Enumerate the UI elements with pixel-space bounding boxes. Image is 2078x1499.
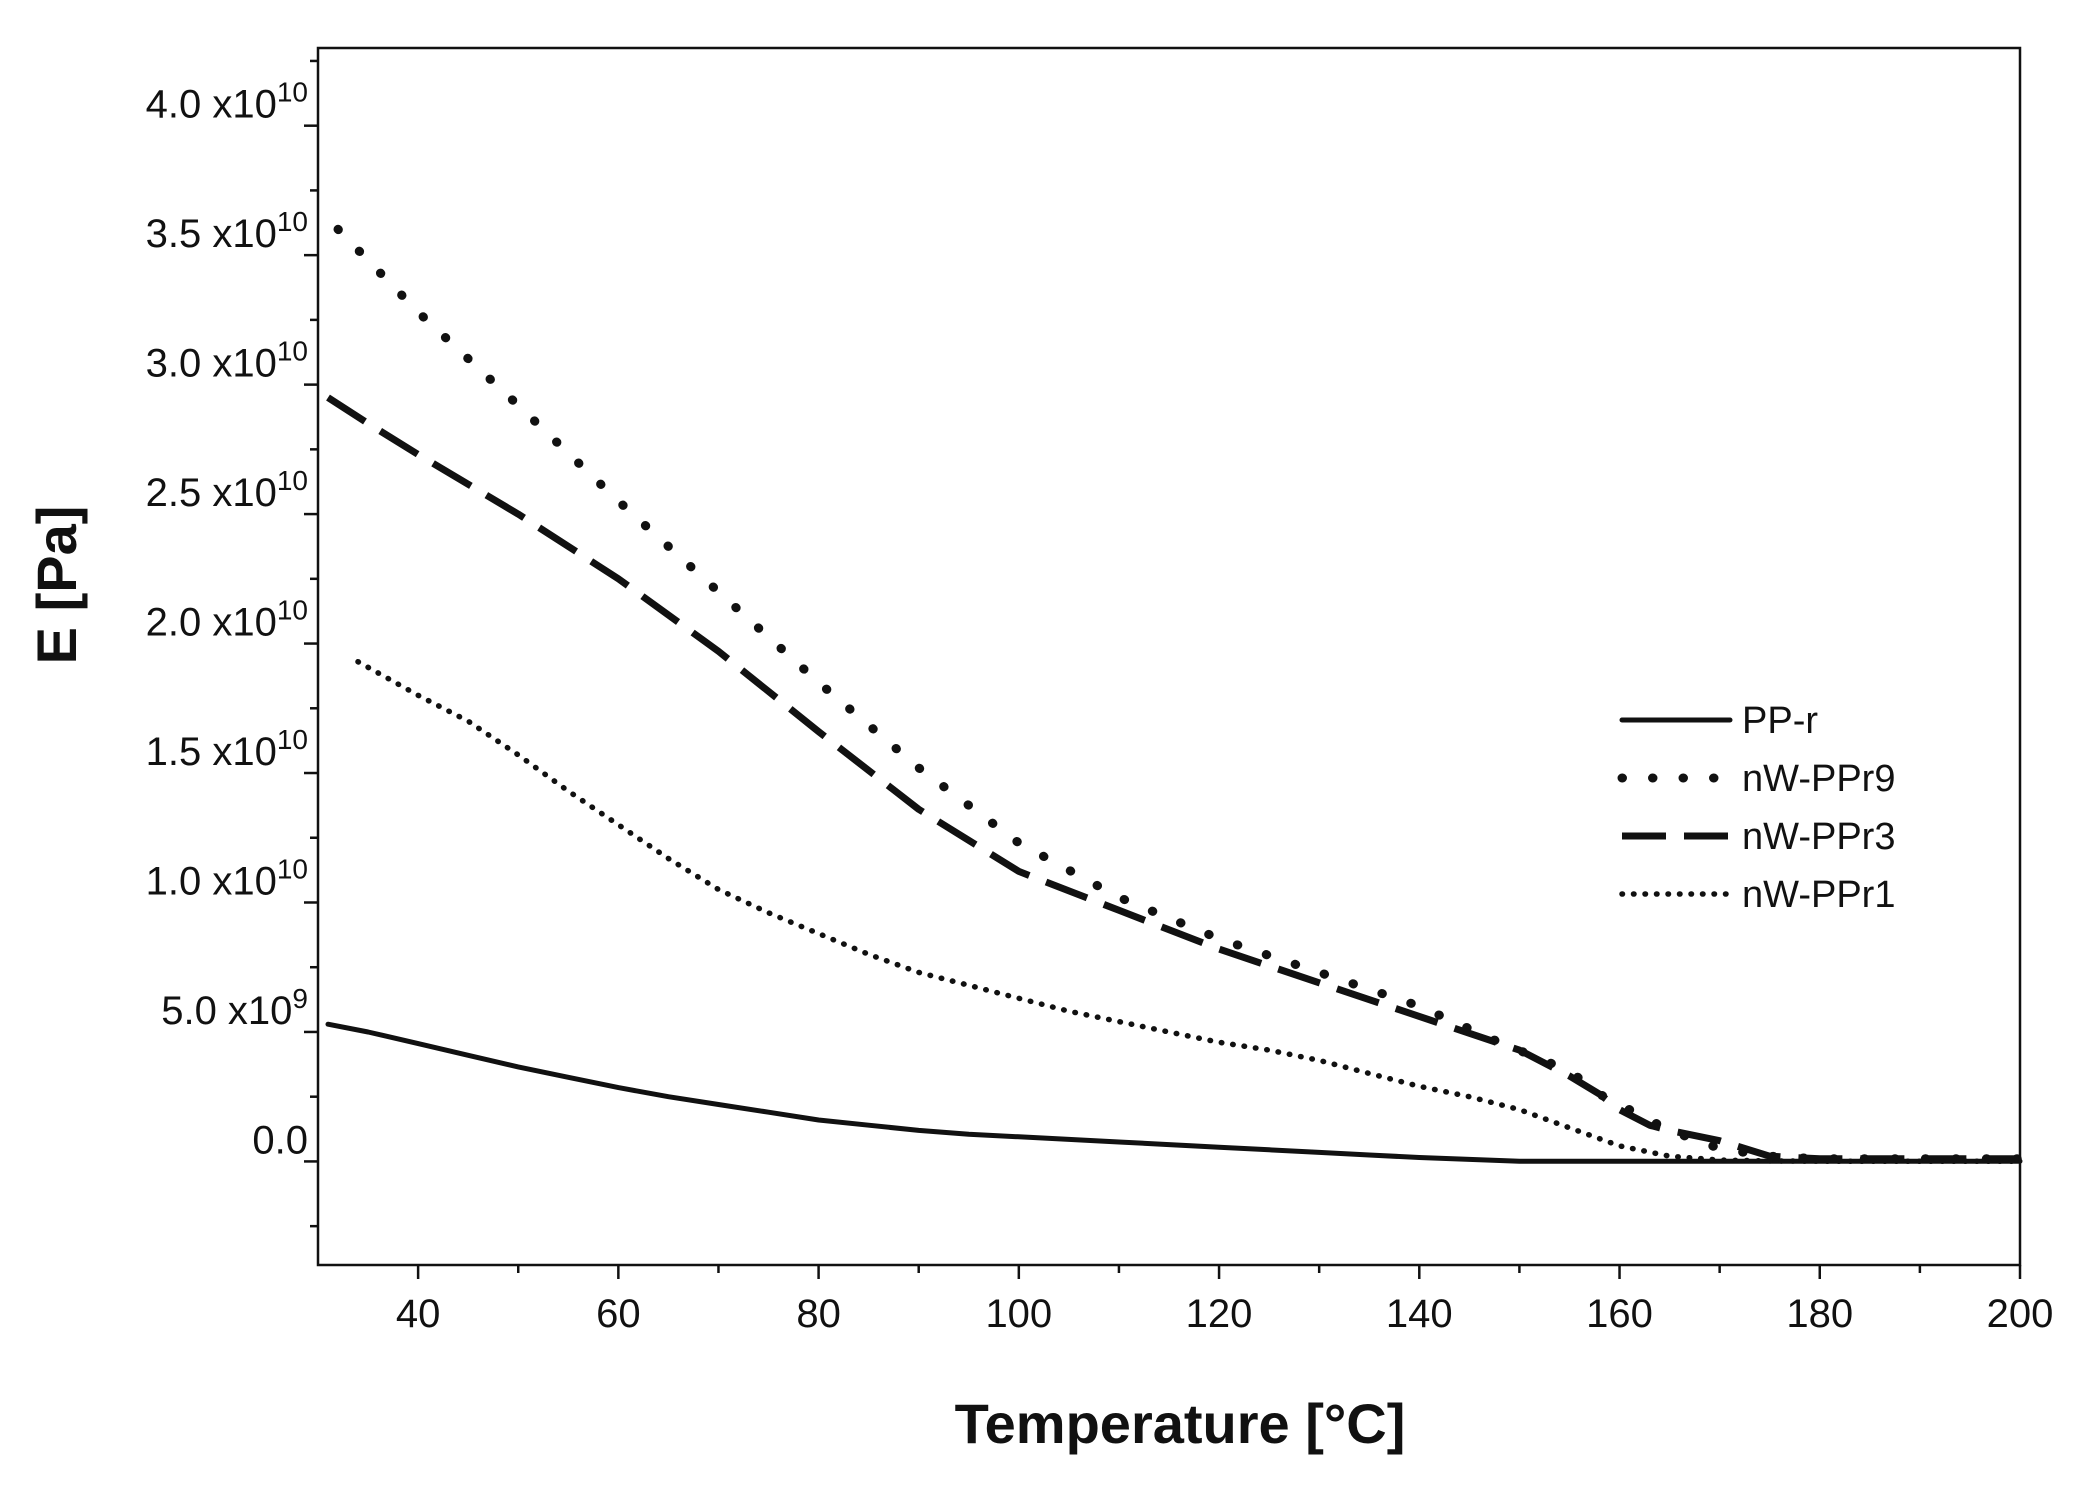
y-tick-label: 2.0 x1010 <box>146 595 308 645</box>
y-tick-label: 4.0 x1010 <box>146 77 308 127</box>
y-tick-label: 5.0 x109 <box>161 983 308 1033</box>
y-tick-label: 3.5 x1010 <box>146 206 308 256</box>
series-line-nw-ppr9 <box>333 224 2025 1164</box>
x-tick-label: 40 <box>396 1292 441 1336</box>
series-lines <box>325 224 2025 1164</box>
tick-marks <box>304 59 2022 1279</box>
x-axis-tick-labels: 40 60 80 100 120 140 160 180 200 <box>396 1292 2054 1336</box>
legend-label: nW-PPr3 <box>1742 816 1895 858</box>
x-tick-label: 100 <box>985 1292 1052 1336</box>
x-tick-label: 80 <box>796 1292 841 1336</box>
x-tick-label: 180 <box>1786 1292 1853 1336</box>
x-tick-label: 120 <box>1186 1292 1253 1336</box>
y-axis-title: E [Pa] <box>25 506 88 665</box>
legend-label: nW-PPr9 <box>1742 758 1895 800</box>
x-tick-label: 160 <box>1586 1292 1653 1336</box>
x-tick-label: 60 <box>596 1292 641 1336</box>
series-line-pp-r <box>325 1021 2023 1164</box>
plot-area-frame <box>316 46 2022 1267</box>
legend-label: nW-PPr1 <box>1742 874 1895 916</box>
y-axis-tick-labels: 0.0 5.0 x109 1.0 x1010 1.5 x1010 2.0 x1010 2.… <box>146 77 308 1163</box>
y-tick-label: 1.5 x1010 <box>146 724 308 774</box>
series-line-nw-ppr3 <box>326 394 2020 1163</box>
legend: PP-r nW-PPr9 nW-PPr3 nW-PPr1 <box>1617 700 1895 916</box>
series-line-nw-ppr1 <box>355 658 2023 1164</box>
y-tick-label: 1.0 x1010 <box>146 853 308 903</box>
y-tick-label: 0.0 <box>252 1118 308 1162</box>
legend-label: PP-r <box>1742 700 1818 742</box>
y-tick-label: 3.0 x1010 <box>146 336 308 386</box>
x-tick-label: 140 <box>1386 1292 1453 1336</box>
x-axis-title: Temperature [°C] <box>955 1392 1406 1455</box>
y-tick-label: 2.5 x1010 <box>146 465 308 515</box>
x-tick-label: 200 <box>1987 1292 2054 1336</box>
